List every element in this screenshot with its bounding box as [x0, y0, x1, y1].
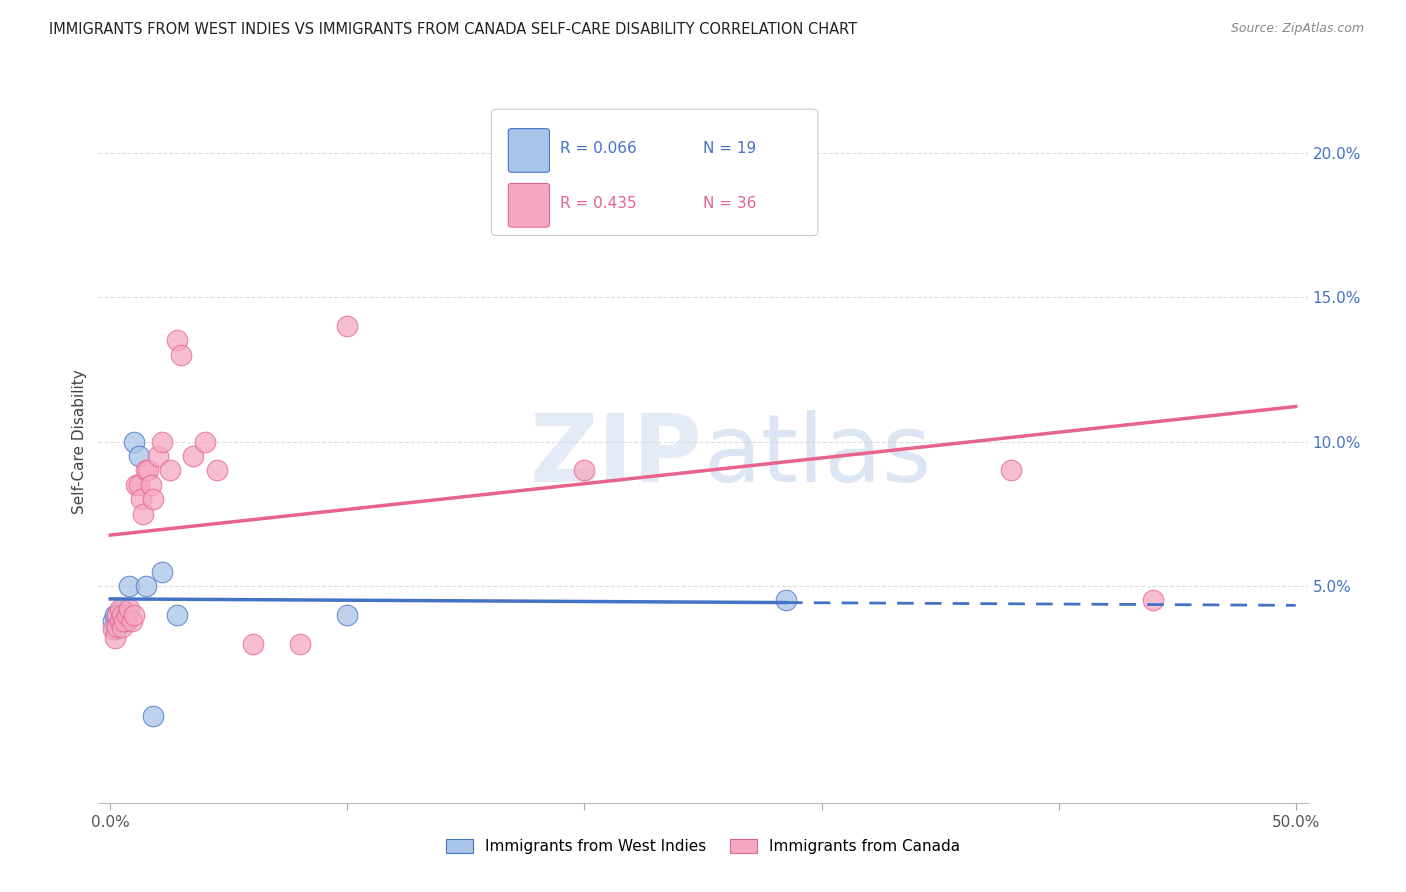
Point: [242, 637, 264, 651]
Point: [122, 434, 145, 449]
Point: [166, 607, 188, 622]
Point: [142, 492, 165, 507]
Point: [574, 463, 596, 477]
Point: [132, 507, 155, 521]
Point: [105, 619, 128, 633]
Text: Source: ZipAtlas.com: Source: ZipAtlas.com: [1230, 22, 1364, 36]
Point: [166, 334, 188, 348]
Point: [111, 619, 134, 633]
Point: [101, 614, 124, 628]
Point: [108, 614, 131, 628]
Point: [136, 463, 159, 477]
Point: [142, 709, 165, 723]
FancyBboxPatch shape: [509, 184, 550, 227]
Point: [135, 579, 157, 593]
Point: [118, 602, 141, 616]
Point: [104, 607, 127, 622]
Point: [108, 614, 131, 628]
Point: [125, 478, 148, 492]
Point: [115, 607, 138, 622]
Point: [775, 593, 797, 607]
Text: IMMIGRANTS FROM WEST INDIES VS IMMIGRANTS FROM CANADA SELF-CARE DISABILITY CORRE: IMMIGRANTS FROM WEST INDIES VS IMMIGRANT…: [49, 22, 858, 37]
Point: [111, 607, 134, 622]
Text: R = 0.066: R = 0.066: [561, 141, 637, 156]
Point: [1000, 463, 1022, 477]
FancyBboxPatch shape: [509, 128, 550, 172]
Point: [104, 631, 127, 645]
FancyBboxPatch shape: [492, 109, 818, 235]
Point: [105, 619, 128, 633]
Point: [1142, 593, 1164, 607]
Point: [288, 637, 311, 651]
Point: [111, 614, 134, 628]
Point: [181, 449, 204, 463]
Point: [114, 614, 136, 628]
Text: R = 0.435: R = 0.435: [561, 195, 637, 211]
Point: [205, 463, 228, 477]
Point: [108, 602, 131, 616]
Point: [129, 492, 152, 507]
Text: atlas: atlas: [703, 410, 931, 502]
Point: [139, 478, 162, 492]
Point: [118, 579, 141, 593]
Point: [152, 565, 174, 579]
Point: [111, 602, 134, 616]
Point: [152, 434, 174, 449]
Point: [101, 623, 124, 637]
Point: [135, 463, 157, 477]
Point: [114, 614, 136, 628]
Point: [170, 348, 193, 362]
Point: [122, 607, 145, 622]
Point: [115, 614, 138, 628]
Legend: Immigrants from West Indies, Immigrants from Canada: Immigrants from West Indies, Immigrants …: [440, 833, 966, 860]
Point: [105, 607, 128, 622]
Point: [121, 614, 143, 628]
Text: ZIP: ZIP: [530, 410, 703, 502]
Point: [336, 318, 359, 333]
Point: [105, 607, 128, 622]
Text: N = 19: N = 19: [703, 141, 756, 156]
Point: [128, 478, 150, 492]
Y-axis label: Self-Care Disability: Self-Care Disability: [72, 369, 87, 514]
Point: [692, 203, 714, 218]
Point: [128, 449, 150, 463]
Point: [194, 434, 217, 449]
Point: [336, 607, 359, 622]
Point: [104, 623, 127, 637]
Point: [146, 449, 169, 463]
Text: N = 36: N = 36: [703, 195, 756, 211]
Point: [159, 463, 181, 477]
